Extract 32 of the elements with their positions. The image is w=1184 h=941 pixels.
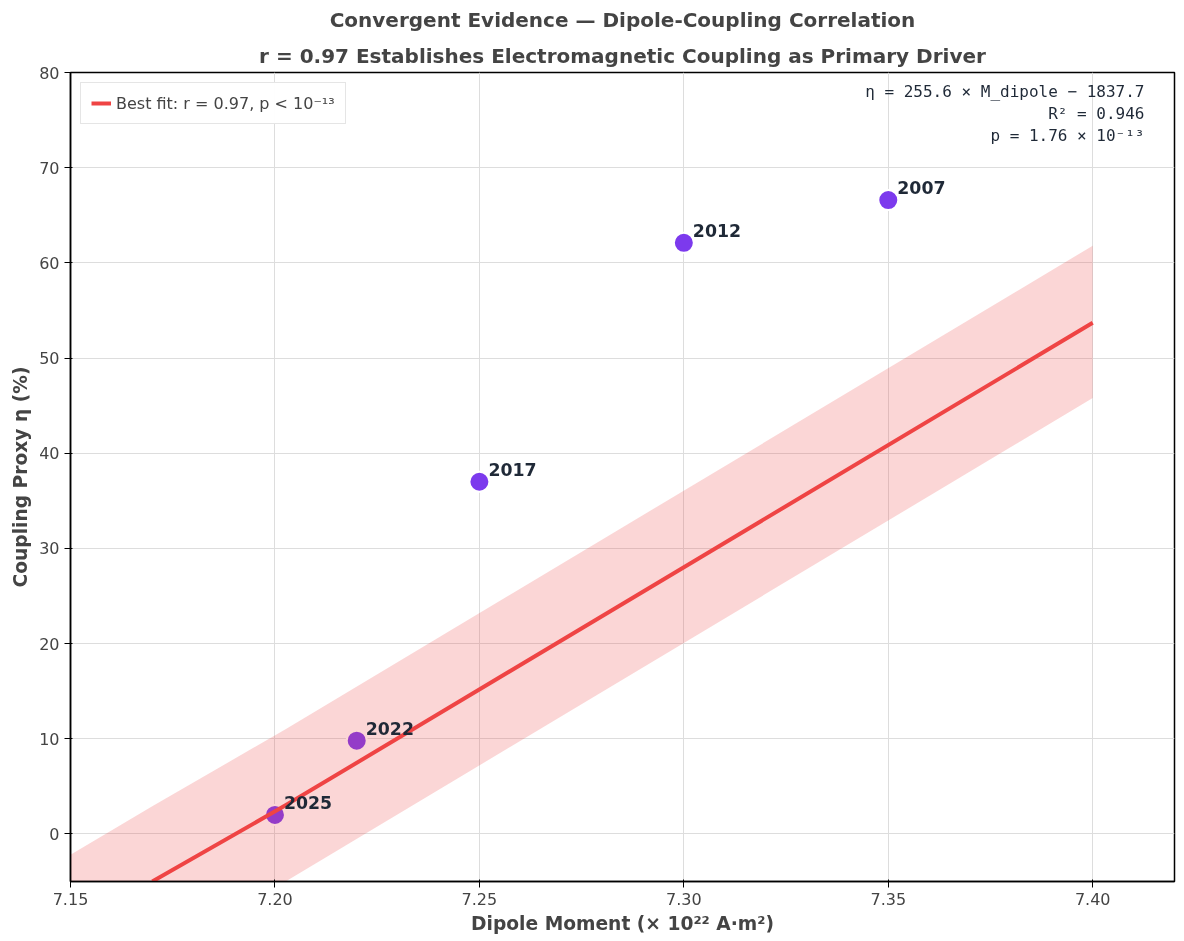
legend-label: Best fit: r = 0.97, p < 10⁻¹³ [116, 93, 335, 113]
x-tick-label: 7.15 [52, 889, 89, 909]
y-tick-label: 60 [39, 253, 60, 273]
chart-title: Convergent Evidence — Dipole-Coupling Correlation [329, 7, 916, 32]
point [877, 189, 900, 212]
annotation: 2025 [283, 792, 333, 813]
annotation: η = 255.6 × M_dipole − 1837.7 [865, 81, 1145, 101]
annotation: p = 1.76 × 10⁻¹³ [990, 125, 1145, 145]
y-tick-label: 70 [39, 158, 60, 178]
y-tick-label: 40 [39, 444, 60, 464]
y-tick-label: 20 [39, 634, 60, 654]
x-tick-label: 7.20 [257, 889, 293, 909]
y-tick-label: 80 [39, 63, 60, 83]
y-tick-label: 0 [49, 824, 60, 844]
x-tick-label: 7.40 [1074, 889, 1111, 909]
y-tick-label: 10 [39, 729, 60, 749]
annotation: R² = 0.946 [1048, 103, 1145, 123]
x-tick-label: 7.35 [870, 889, 907, 909]
annotation: 2022 [365, 718, 414, 739]
x-axis-title: Dipole Moment (× 10²² A·m²) [471, 912, 774, 934]
chart-subtitle: r = 0.97 Establishes Electromagnetic Coupling as Primary Driver [259, 43, 987, 68]
point [672, 231, 695, 254]
point [468, 470, 491, 493]
x-tick-label: 7.25 [461, 889, 498, 909]
y-tick-label: 50 [39, 349, 60, 369]
y-axis-title: Coupling Proxy η (%) [10, 366, 32, 588]
y-tick-label: 30 [39, 539, 60, 559]
point [345, 729, 368, 752]
annotation: 2017 [488, 459, 537, 480]
annotation: 2007 [897, 178, 946, 199]
x-tick-label: 7.30 [666, 889, 702, 909]
annotation: 2012 [692, 220, 742, 241]
